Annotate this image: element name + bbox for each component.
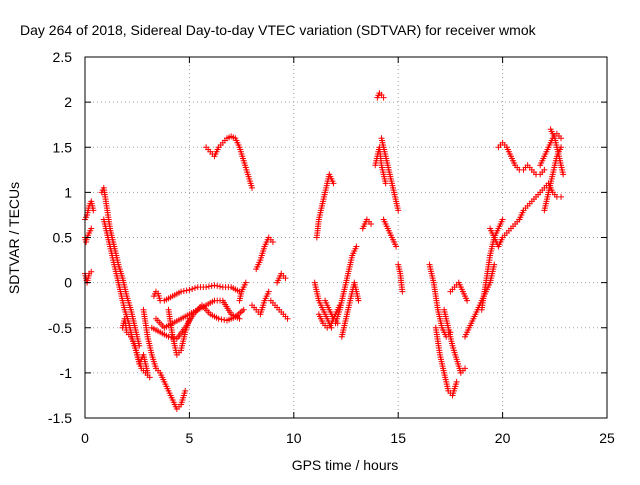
- series-arc-ah: [447, 279, 471, 304]
- data-point-markers: [332, 243, 360, 327]
- data-point-markers: [487, 216, 523, 250]
- series-arc-s: [313, 171, 337, 241]
- data-point-markers: [378, 135, 402, 214]
- data-point-markers: [203, 133, 256, 191]
- y-tick-labels: 2.5 2 1.5 1 0.5 0 -0.5 -1 -1.5: [48, 49, 72, 426]
- data-point-markers: [426, 261, 454, 340]
- series-arc-i: [161, 282, 243, 304]
- y-tick-label: -0.5: [48, 320, 72, 336]
- x-axis-label: GPS time / hours: [292, 457, 399, 473]
- x-tick-label: 25: [599, 430, 615, 446]
- y-tick-label: 2.5: [53, 49, 73, 65]
- data-point-markers: [359, 216, 375, 232]
- data-point-markers: [140, 306, 189, 412]
- series-arc-ak: [487, 216, 523, 250]
- series-arc-ap: [547, 126, 567, 178]
- x-tick-label: 10: [286, 430, 302, 446]
- y-tick-label: 1.5: [53, 139, 73, 155]
- data-point-markers: [98, 184, 143, 349]
- y-tick-label: 0.5: [53, 230, 73, 246]
- series-arc-b: [82, 225, 95, 246]
- data-point-markers: [267, 297, 291, 322]
- data-point-markers: [150, 288, 164, 304]
- data-point-markers: [441, 306, 469, 376]
- series-arc-ad: [395, 261, 406, 295]
- data-point-markers: [249, 288, 272, 318]
- axis-ticks: [84, 56, 608, 419]
- data-point-markers: [380, 216, 400, 250]
- y-tick-label: -1.5: [48, 410, 72, 426]
- series-arc-w: [332, 243, 360, 327]
- data-point-markers: [374, 90, 387, 101]
- y-tick-label: -1: [60, 365, 73, 381]
- x-tick-label: 20: [495, 430, 511, 446]
- series-arc-ag: [441, 306, 469, 376]
- data-point-markers: [274, 270, 289, 286]
- series-arc-y: [359, 216, 375, 232]
- series-arc-n: [203, 133, 256, 191]
- series-arc-ae: [426, 261, 454, 340]
- series-arc-ac: [380, 216, 400, 250]
- x-tick-labels: 0 5 10 15 20 25: [81, 430, 615, 446]
- data-point-markers: [253, 234, 276, 273]
- series-arc-af: [432, 324, 460, 399]
- series-arc-g: [140, 306, 189, 412]
- y-tick-label: 0: [64, 275, 72, 291]
- series-arc-a: [82, 198, 97, 223]
- data-point-markers: [432, 324, 460, 399]
- series-arc-x: [338, 279, 362, 340]
- series-arc-ab: [378, 135, 402, 214]
- data-point-markers: [395, 261, 406, 295]
- chart-title: Day 264 of 2018, Sidereal Day-to-day VTE…: [20, 22, 537, 38]
- series-arc-d: [98, 184, 143, 349]
- data-point-markers: [236, 279, 249, 304]
- y-axis-label: SDTVAR / TECUs: [6, 182, 22, 294]
- series-arc-z: [374, 90, 387, 101]
- data-point-markers: [516, 180, 565, 223]
- data-point-markers: [547, 126, 567, 178]
- data-point-markers: [165, 306, 193, 358]
- data-marks: [82, 90, 567, 412]
- data-point-markers: [82, 225, 95, 246]
- y-tick-label: 2: [64, 94, 72, 110]
- data-point-markers: [313, 171, 337, 241]
- data-point-markers: [447, 279, 471, 304]
- data-point-markers: [495, 139, 548, 178]
- grid: [85, 57, 607, 418]
- data-point-markers: [338, 279, 362, 340]
- series-arc-m: [236, 279, 249, 304]
- series-arc-h: [150, 288, 164, 304]
- series-arc-o: [253, 234, 276, 273]
- series-arc-al: [495, 139, 548, 178]
- series-arc-aa: [372, 144, 389, 187]
- series-arc-q: [274, 270, 289, 286]
- series-arc-am: [516, 180, 565, 223]
- data-point-markers: [372, 144, 389, 187]
- y-tick-label: 1: [64, 184, 72, 200]
- series-arc-p: [249, 288, 272, 318]
- series-arc-f: [119, 315, 151, 376]
- x-tick-label: 5: [186, 430, 194, 446]
- x-tick-label: 15: [390, 430, 406, 446]
- data-point-markers: [82, 198, 97, 223]
- series-arc-r: [267, 297, 291, 322]
- data-point-markers: [119, 315, 151, 376]
- data-point-markers: [161, 282, 243, 304]
- x-tick-label: 0: [81, 430, 89, 446]
- series-arc-l: [165, 306, 193, 358]
